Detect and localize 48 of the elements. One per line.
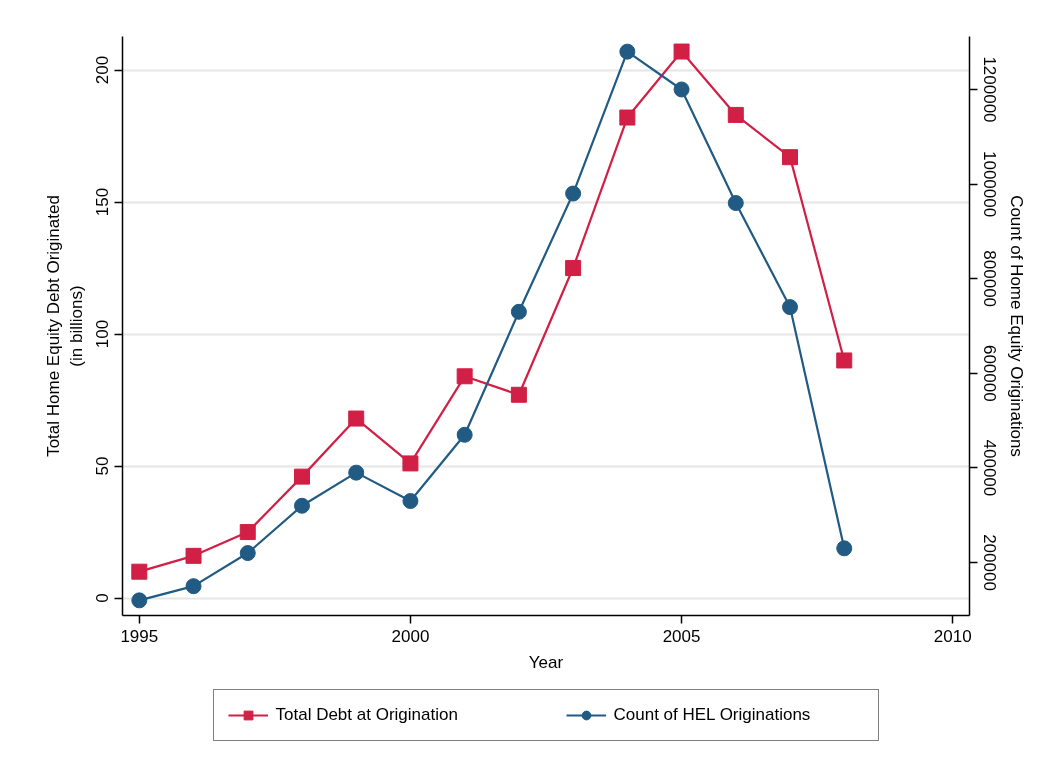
point — [727, 195, 744, 211]
point — [293, 497, 310, 514]
point — [727, 106, 744, 123]
point — [836, 352, 853, 369]
point — [293, 468, 310, 485]
y2-tick-label: 1000000 — [979, 151, 999, 218]
y-tick-label: 50 — [93, 456, 113, 476]
x-tick-label: 2010 — [933, 626, 972, 646]
y-tick-label: 200 — [93, 55, 113, 85]
x-tick-label: 2005 — [662, 626, 701, 646]
point — [782, 299, 799, 316]
point — [348, 410, 365, 427]
y2-tick-label: 200000 — [979, 534, 999, 591]
point — [673, 43, 690, 60]
x-tick-label: 2000 — [391, 626, 430, 646]
y-tick-label: 150 — [93, 187, 113, 217]
y-tick-label: 100 — [93, 319, 113, 349]
x-tick-label: 1995 — [120, 626, 159, 646]
point — [185, 547, 202, 564]
point — [619, 43, 636, 60]
y2-axis-title: Count of Home Equity Originations — [1006, 195, 1026, 457]
point — [565, 185, 582, 202]
point — [239, 524, 256, 541]
point — [348, 464, 365, 481]
point — [510, 303, 527, 320]
x-axis-title: Year — [528, 652, 564, 672]
y2-tick-label: 400000 — [979, 439, 999, 497]
point — [510, 386, 527, 403]
point — [673, 81, 690, 98]
point — [131, 592, 148, 609]
point — [456, 426, 473, 443]
point — [565, 260, 582, 277]
legend-label: Total Debt at Origination — [275, 705, 459, 725]
y-axis-title: Total Home Equity Debt Originated (in billions) — [43, 195, 86, 457]
point — [239, 545, 256, 562]
point — [782, 149, 799, 166]
y2-tick-label: 600000 — [979, 344, 999, 402]
point — [402, 455, 419, 472]
point — [836, 540, 853, 557]
point — [456, 368, 473, 385]
y2-tick-label: 800000 — [979, 250, 999, 308]
point — [185, 578, 202, 595]
y-tick-label: 0 — [93, 593, 113, 603]
point — [619, 109, 636, 126]
point — [402, 493, 419, 510]
y2-tick-label: 1200000 — [979, 56, 999, 123]
point — [131, 563, 148, 580]
legend-label: Count of HEL Originations — [613, 705, 812, 725]
